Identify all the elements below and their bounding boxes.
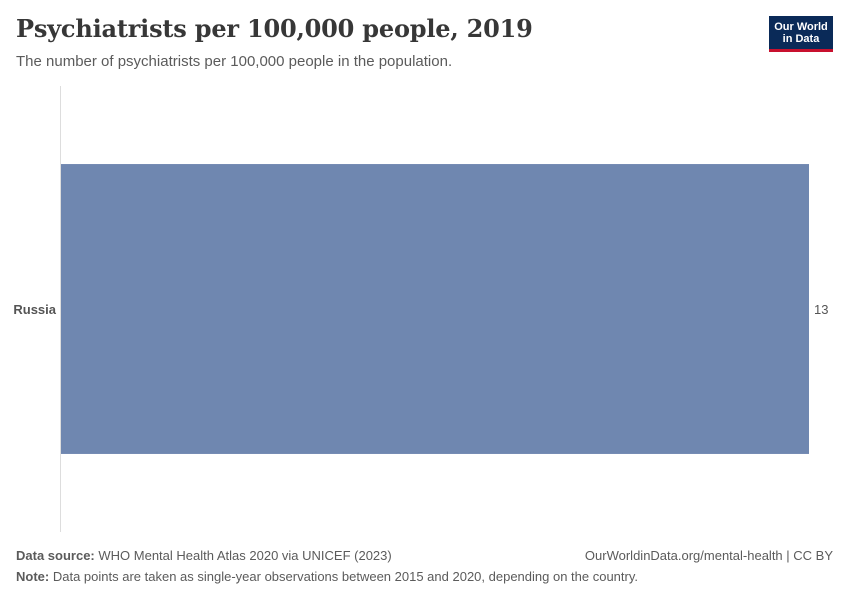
chart-title: Psychiatrists per 100,000 people, 2019 (16, 14, 533, 43)
data-source-text[interactable]: WHO Mental Health Atlas 2020 via UNICEF … (98, 548, 392, 563)
bars-group: Russia 13 (13, 164, 828, 454)
value-label: 13 (814, 302, 828, 317)
data-source: Data source: WHO Mental Health Atlas 202… (16, 548, 392, 563)
note-label: Note: (16, 569, 50, 584)
url-license[interactable]: OurWorldinData.org/mental-health | CC BY (584, 548, 833, 563)
data-source-label: Data source: (16, 548, 95, 563)
note: Note: Data points are taken as single-ye… (16, 569, 638, 584)
chart-subtitle: The number of psychiatrists per 100,000 … (16, 53, 453, 70)
logo-line-2: in Data (782, 33, 820, 45)
category-label: Russia (13, 302, 56, 317)
logo-line-1: Our World (774, 21, 828, 33)
owid-logo[interactable]: Our World in Data (769, 16, 833, 52)
bar-russia[interactable] (61, 164, 809, 454)
note-text: Data points are taken as single-year obs… (52, 569, 639, 584)
